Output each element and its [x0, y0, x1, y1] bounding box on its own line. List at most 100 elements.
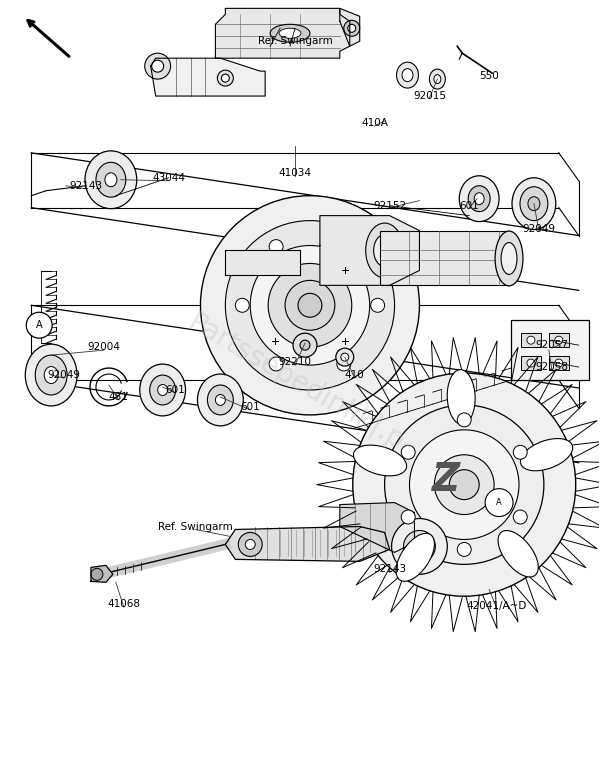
Circle shape — [353, 373, 576, 596]
Text: 601: 601 — [241, 402, 260, 412]
Circle shape — [269, 239, 283, 253]
Text: 41068: 41068 — [107, 599, 140, 609]
Circle shape — [457, 413, 471, 427]
Ellipse shape — [374, 235, 395, 267]
Circle shape — [91, 568, 103, 580]
Bar — [521, 356, 541, 370]
Circle shape — [337, 357, 351, 371]
Bar — [380, 231, 509, 285]
Polygon shape — [226, 250, 300, 275]
Ellipse shape — [498, 531, 538, 577]
Circle shape — [392, 518, 448, 574]
Circle shape — [513, 510, 527, 524]
Circle shape — [527, 336, 535, 344]
Circle shape — [385, 405, 544, 564]
Circle shape — [412, 539, 427, 553]
Circle shape — [217, 71, 233, 86]
Circle shape — [555, 336, 563, 344]
Ellipse shape — [528, 197, 540, 211]
Polygon shape — [91, 565, 113, 582]
Bar — [521, 333, 541, 347]
Circle shape — [457, 542, 471, 556]
Text: 410A: 410A — [361, 118, 388, 128]
Text: A: A — [496, 498, 502, 507]
Ellipse shape — [430, 69, 445, 89]
Circle shape — [434, 455, 494, 515]
Circle shape — [238, 532, 262, 556]
Text: A: A — [36, 320, 43, 330]
Circle shape — [513, 446, 527, 460]
Bar — [549, 356, 569, 370]
Text: 92004: 92004 — [88, 342, 121, 352]
Text: 92049: 92049 — [523, 223, 556, 233]
Circle shape — [26, 312, 52, 338]
Text: 41034: 41034 — [278, 167, 311, 177]
Text: 92057: 92057 — [535, 340, 568, 350]
Ellipse shape — [365, 223, 404, 278]
Circle shape — [401, 510, 415, 524]
Circle shape — [268, 264, 352, 347]
Circle shape — [336, 348, 354, 366]
Ellipse shape — [44, 367, 58, 384]
Ellipse shape — [512, 177, 556, 229]
Polygon shape — [320, 215, 419, 285]
Circle shape — [235, 298, 249, 312]
Ellipse shape — [459, 176, 499, 222]
Ellipse shape — [501, 243, 517, 274]
Polygon shape — [226, 526, 389, 561]
Ellipse shape — [434, 74, 441, 84]
Ellipse shape — [158, 384, 167, 395]
Ellipse shape — [520, 439, 573, 470]
Bar — [511, 320, 589, 380]
Text: 601: 601 — [166, 385, 185, 395]
Text: 550: 550 — [479, 71, 499, 81]
Text: 92152: 92152 — [373, 201, 406, 211]
Circle shape — [337, 239, 351, 253]
Text: 43044: 43044 — [152, 173, 185, 183]
Ellipse shape — [35, 355, 67, 395]
Ellipse shape — [468, 186, 490, 212]
Text: 42041/A~D: 42041/A~D — [467, 601, 527, 611]
Ellipse shape — [149, 375, 176, 405]
Ellipse shape — [85, 151, 137, 208]
Ellipse shape — [447, 370, 475, 425]
Circle shape — [485, 488, 513, 516]
Circle shape — [285, 281, 335, 330]
Ellipse shape — [495, 231, 523, 286]
Ellipse shape — [197, 374, 243, 425]
Text: 481: 481 — [109, 392, 129, 402]
Text: 601: 601 — [460, 201, 479, 211]
Ellipse shape — [396, 533, 434, 581]
Circle shape — [404, 530, 436, 563]
Ellipse shape — [279, 29, 301, 38]
Circle shape — [152, 60, 164, 72]
Bar — [549, 333, 569, 347]
Ellipse shape — [270, 24, 310, 43]
Ellipse shape — [215, 394, 226, 405]
Ellipse shape — [397, 62, 418, 88]
Circle shape — [245, 539, 255, 549]
Text: Partssepedinlik|.p-: Partssepedinlik|.p- — [182, 308, 418, 461]
Ellipse shape — [105, 173, 117, 187]
Polygon shape — [340, 9, 360, 46]
Circle shape — [145, 53, 170, 79]
Circle shape — [401, 446, 415, 460]
Polygon shape — [215, 9, 350, 58]
Circle shape — [250, 246, 370, 365]
Circle shape — [269, 357, 283, 371]
Ellipse shape — [474, 193, 484, 205]
Ellipse shape — [140, 364, 185, 416]
Text: Ref. Swingarm: Ref. Swingarm — [257, 36, 332, 46]
Ellipse shape — [353, 445, 407, 476]
Circle shape — [409, 430, 519, 539]
Circle shape — [348, 24, 356, 33]
Text: Ref. Swingarm: Ref. Swingarm — [158, 522, 233, 532]
Polygon shape — [340, 502, 415, 553]
Circle shape — [221, 74, 229, 82]
Text: 92058: 92058 — [535, 362, 568, 372]
Circle shape — [298, 294, 322, 317]
Ellipse shape — [208, 385, 233, 415]
Ellipse shape — [402, 69, 413, 81]
Circle shape — [555, 359, 563, 367]
Circle shape — [344, 20, 360, 36]
